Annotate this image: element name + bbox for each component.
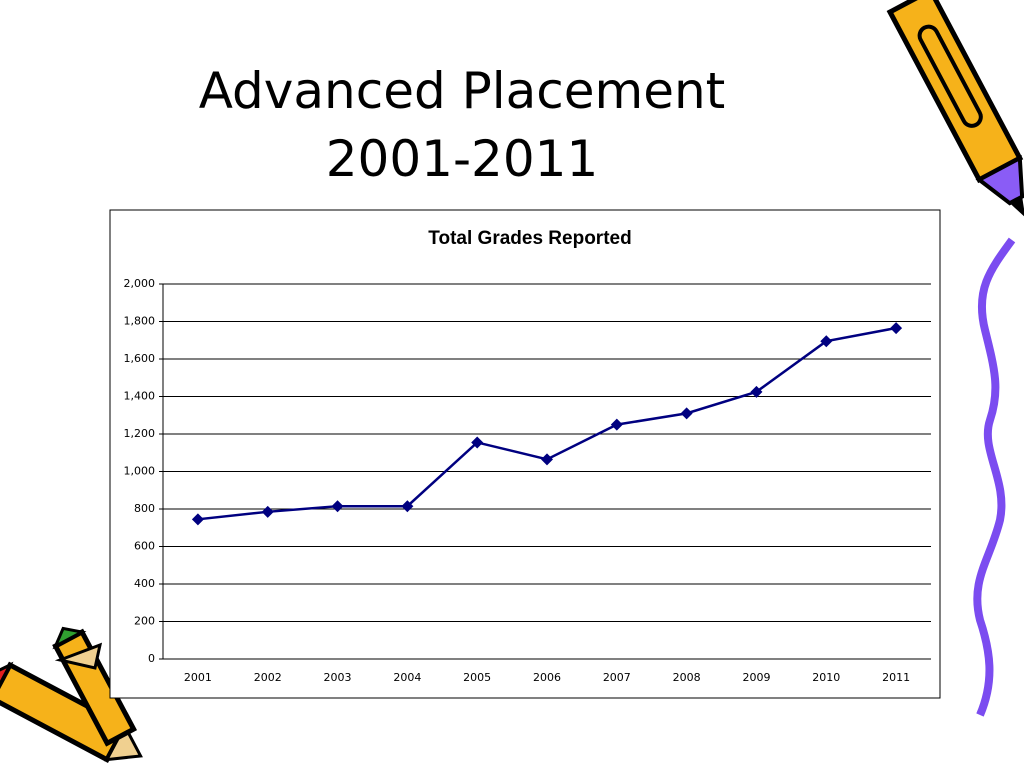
x-tick-label: 2003 — [324, 671, 352, 684]
slide-title: 2001-2011 — [326, 130, 599, 188]
x-tick-label: 2010 — [812, 671, 840, 684]
y-tick-label: 0 — [148, 652, 155, 665]
y-tick-label: 1,800 — [124, 315, 156, 328]
y-tick-label: 2,000 — [124, 277, 156, 290]
x-tick-label: 2004 — [393, 671, 421, 684]
pencil-top-right — [886, 0, 1024, 218]
data-point — [750, 385, 763, 398]
data-point — [191, 513, 204, 526]
y-tick-label: 1,400 — [124, 390, 156, 403]
chart-title: Total Grades Reported — [428, 228, 631, 249]
y-tick-label: 1,200 — [124, 427, 156, 440]
data-point — [820, 335, 833, 348]
y-tick-label: 600 — [134, 540, 155, 553]
pencil-tip — [54, 642, 103, 670]
squiggle — [973, 237, 1016, 717]
data-point — [471, 436, 484, 449]
x-tick-label: 2009 — [742, 671, 770, 684]
y-tick-label: 800 — [134, 502, 155, 515]
data-point — [610, 418, 623, 431]
pencil-bottom-left — [0, 661, 143, 763]
x-tick-label: 2006 — [533, 671, 561, 684]
data-point — [331, 500, 344, 513]
data-point — [890, 322, 903, 335]
data-point — [680, 407, 693, 420]
slide-title: Advanced Placement — [199, 62, 726, 120]
x-tick-label: 2002 — [254, 671, 282, 684]
data-point — [541, 453, 553, 466]
data-point — [261, 505, 274, 518]
y-tick-label: 400 — [134, 577, 155, 590]
x-tick-label: 2008 — [673, 671, 701, 684]
y-tick-label: 200 — [134, 615, 155, 628]
x-tick-label: 2005 — [463, 671, 491, 684]
y-tick-label: 1,000 — [124, 465, 156, 478]
data-point — [401, 500, 414, 513]
y-tick-label: 1,600 — [124, 352, 156, 365]
x-tick-label: 2011 — [882, 671, 910, 684]
x-tick-label: 2007 — [603, 671, 631, 684]
x-tick-label: 2001 — [184, 671, 212, 684]
